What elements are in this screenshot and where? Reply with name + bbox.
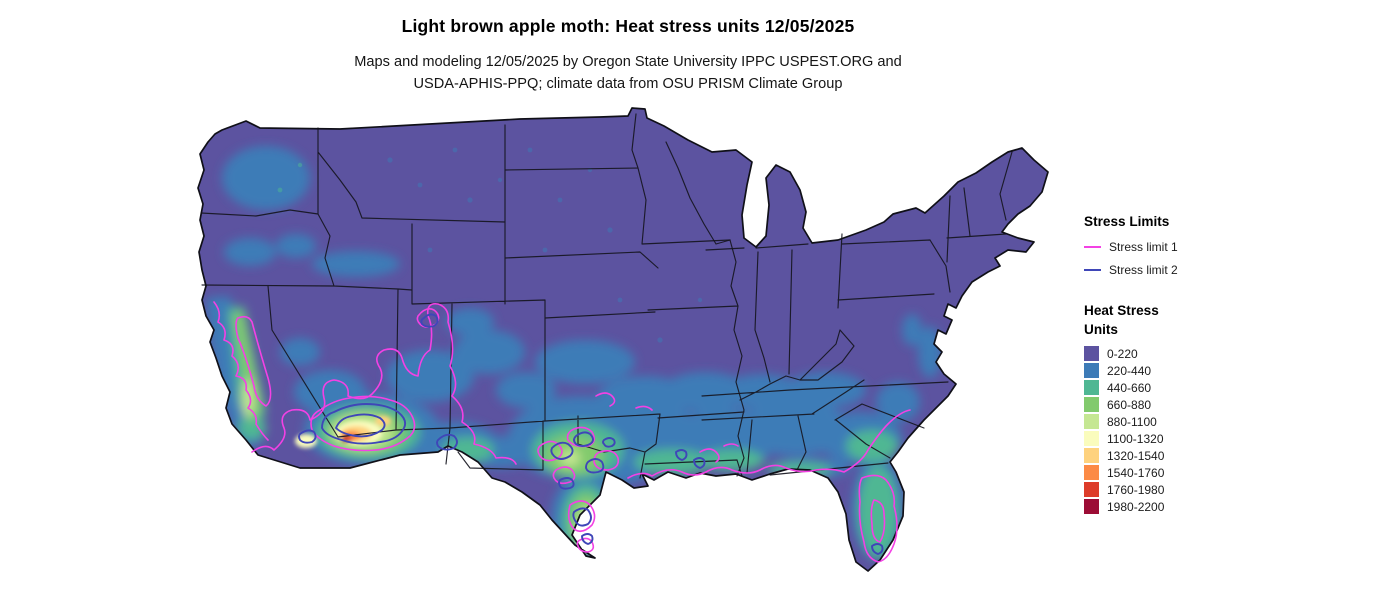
legend-panel: Stress Limits Stress limit 1 Stress limi… bbox=[1084, 212, 1304, 515]
heat-bin-label: 0-220 bbox=[1107, 346, 1138, 361]
heat-bin-label: 1540-1760 bbox=[1107, 465, 1165, 480]
stress-contour-limit1 bbox=[213, 301, 911, 563]
heat-bin-row: 440-660 bbox=[1084, 379, 1304, 396]
stress-limit-1-line-swatch bbox=[1084, 246, 1101, 248]
heat-units-legend: Heat Stress Units 0-220 220-440 440-660 … bbox=[1084, 301, 1304, 515]
stress-contour-limit2 bbox=[298, 313, 884, 555]
heat-bin-label: 880-1100 bbox=[1107, 414, 1157, 429]
heat-bin-swatch bbox=[1084, 346, 1099, 361]
heat-bin-swatch bbox=[1084, 499, 1099, 514]
heat-bin-row: 1320-1540 bbox=[1084, 447, 1304, 464]
heat-bin-row: 1980-2200 bbox=[1084, 498, 1304, 515]
heat-bin-swatch bbox=[1084, 414, 1099, 429]
stress-limit-2-line-swatch bbox=[1084, 269, 1101, 271]
heat-bin-row: 1760-1980 bbox=[1084, 481, 1304, 498]
heat-units-title: Heat Stress Units bbox=[1084, 301, 1304, 339]
heat-bin-label: 1320-1540 bbox=[1107, 448, 1165, 463]
header: Light brown apple moth: Heat stress unit… bbox=[0, 16, 1256, 95]
stress-limits-title: Stress Limits bbox=[1084, 214, 1170, 229]
heat-bin-swatch bbox=[1084, 465, 1099, 480]
heat-bin-label: 1760-1980 bbox=[1107, 482, 1165, 497]
heat-bin-swatch bbox=[1084, 363, 1099, 378]
heat-bin-swatch bbox=[1084, 431, 1099, 446]
stress-limit-2-label: Stress limit 2 bbox=[1109, 263, 1178, 277]
heat-bin-rows: 0-220 220-440 440-660 660-880 880-1100 1… bbox=[1084, 345, 1304, 515]
heat-bin-row: 1100-1320 bbox=[1084, 430, 1304, 447]
subtitle-line-2: USDA-APHIS-PPQ; climate data from OSU PR… bbox=[413, 76, 843, 92]
page-title: Light brown apple moth: Heat stress unit… bbox=[401, 16, 855, 36]
stress-limit-item-2: Stress limit 2 bbox=[1084, 263, 1304, 277]
us-outline bbox=[197, 107, 1049, 572]
heat-bin-row: 880-1100 bbox=[1084, 413, 1304, 430]
heat-bin-label: 1100-1320 bbox=[1107, 431, 1164, 446]
plains-speckle bbox=[277, 147, 703, 343]
heat-bin-row: 1540-1760 bbox=[1084, 464, 1304, 481]
heat-bin-row: 220-440 bbox=[1084, 362, 1304, 379]
heat-bin-label: 440-660 bbox=[1107, 380, 1152, 395]
heat-bin-label: 220-440 bbox=[1107, 363, 1152, 378]
heat-bin-row: 660-880 bbox=[1084, 396, 1304, 413]
heat-bin-label: 1980-2200 bbox=[1107, 499, 1165, 514]
heat-bin-swatch bbox=[1084, 397, 1099, 412]
heat-units-title-line1: Heat Stress bbox=[1084, 303, 1159, 318]
heat-bin-swatch bbox=[1084, 448, 1099, 463]
stress-limit-1-label: Stress limit 1 bbox=[1109, 240, 1178, 254]
stress-limit-item-1: Stress limit 1 bbox=[1084, 240, 1304, 254]
heat-bin-swatch bbox=[1084, 380, 1099, 395]
subtitle-line-1: Maps and modeling 12/05/2025 by Oregon S… bbox=[354, 54, 902, 70]
heat-units-title-line2: Units bbox=[1084, 322, 1118, 337]
heat-bin-row: 0-220 bbox=[1084, 345, 1304, 362]
stress-limits-legend: Stress Limits Stress limit 1 Stress limi… bbox=[1084, 212, 1304, 277]
heat-bin-label: 660-880 bbox=[1107, 397, 1152, 412]
heat-bin-swatch bbox=[1084, 482, 1099, 497]
